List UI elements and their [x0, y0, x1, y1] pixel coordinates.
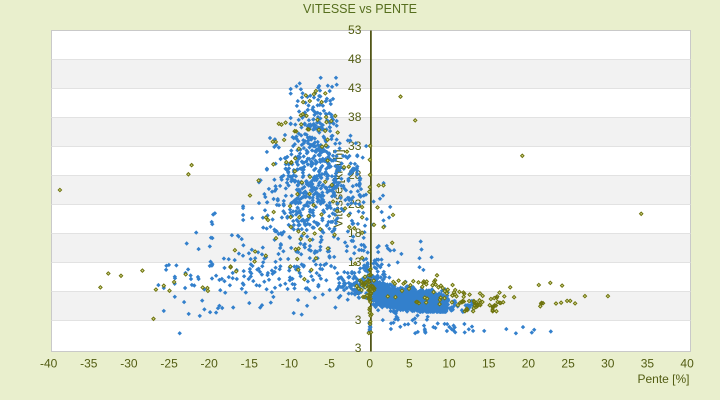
- svg-text:-40: -40: [40, 357, 58, 371]
- svg-text:30: 30: [601, 357, 615, 371]
- svg-text:3: 3: [355, 313, 362, 327]
- svg-text:33: 33: [348, 139, 362, 153]
- svg-text:48: 48: [348, 52, 362, 66]
- svg-text:10: 10: [442, 357, 456, 371]
- svg-text:3: 3: [355, 341, 362, 355]
- svg-text:53: 53: [348, 23, 362, 37]
- svg-text:Pente [%]: Pente [%]: [637, 372, 689, 386]
- svg-text:-5: -5: [324, 357, 335, 371]
- svg-text:VITESSE vs PENTE: VITESSE vs PENTE: [303, 2, 417, 16]
- svg-text:38: 38: [348, 110, 362, 124]
- svg-text:5: 5: [406, 357, 413, 371]
- svg-text:0: 0: [366, 357, 373, 371]
- svg-text:-20: -20: [201, 357, 219, 371]
- svg-text:43: 43: [348, 81, 362, 95]
- svg-text:-30: -30: [120, 357, 138, 371]
- svg-text:-15: -15: [241, 357, 259, 371]
- svg-text:25: 25: [561, 357, 575, 371]
- svg-text:35: 35: [641, 357, 655, 371]
- svg-text:40: 40: [680, 357, 694, 371]
- svg-text:-10: -10: [281, 357, 299, 371]
- svg-text:-35: -35: [80, 357, 98, 371]
- svg-text:20: 20: [522, 357, 536, 371]
- svg-text:15: 15: [482, 357, 496, 371]
- svg-text:-25: -25: [160, 357, 178, 371]
